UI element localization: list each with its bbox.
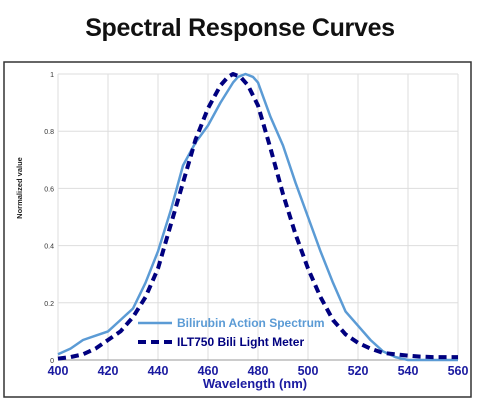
- series-lines: [57, 72, 458, 362]
- x-tick-label: 460: [198, 364, 219, 378]
- legend-label-2: ILT750 Bili Light Meter: [177, 335, 304, 349]
- x-tick-label: 480: [248, 364, 269, 378]
- y-tick-label: 1: [50, 72, 54, 79]
- x-tick-label: 400: [48, 364, 69, 378]
- y-tick-label: 0.8: [44, 129, 54, 136]
- chart-frame: [3, 61, 472, 398]
- y-axis-label: Normalized value: [15, 157, 24, 219]
- x-tick-label: 540: [398, 364, 419, 378]
- x-tick-label: 440: [148, 364, 169, 378]
- series-line-2: [57, 72, 458, 361]
- axes: 0 0.2 0.4 0.6 0.8 1 400 420 440 460 480 500 520 540 56…: [44, 72, 468, 378]
- x-tick-label: 500: [298, 364, 319, 378]
- legend-label-1: Bilirubin Action Spectrum: [177, 316, 325, 330]
- x-axis-label: Wavelength (nm): [203, 376, 307, 391]
- chart-title: Spectral Response Curves: [85, 14, 395, 42]
- y-tick-label: 0: [50, 358, 54, 365]
- y-tick-label: 0.2: [44, 301, 54, 308]
- y-tick-label: 0.6: [44, 186, 54, 193]
- x-tick-label: 520: [348, 364, 369, 378]
- y-tick-label: 0.4: [44, 244, 54, 251]
- legend: Bilirubin Action Spectrum ILT750 Bili Lig…: [138, 316, 325, 349]
- x-tick-label: 420: [98, 364, 119, 378]
- x-tick-label: 560: [448, 364, 469, 378]
